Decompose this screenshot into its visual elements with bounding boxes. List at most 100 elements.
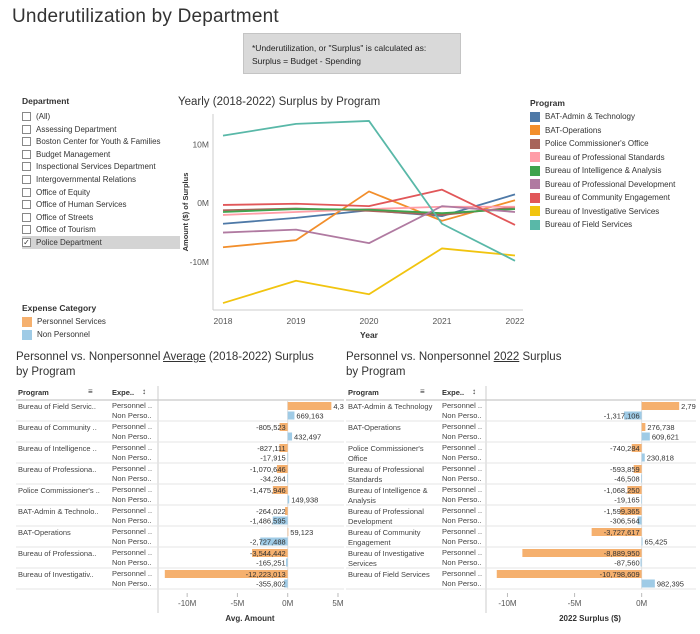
line-chart: 10M 0M -10M 2018 2019 2020 2021 2022 Amount ($) … xyxy=(181,114,525,340)
expense-sub-label: Personnel .. xyxy=(442,506,483,515)
checkbox[interactable] xyxy=(22,149,31,159)
y2022-title-line2: by Program xyxy=(346,366,406,378)
department-filter-item[interactable]: Boston Center for Youth & Families xyxy=(22,135,180,148)
expense-sub-label: Personnel .. xyxy=(442,464,483,473)
department-filter-item[interactable]: Assessing Department xyxy=(22,123,180,136)
checkbox[interactable] xyxy=(22,124,31,134)
department-filter-item[interactable]: Office of Equity xyxy=(22,186,180,199)
personnel-bar xyxy=(633,465,642,473)
program-legend-item[interactable]: Bureau of Professional Development xyxy=(530,178,675,191)
expense-sub-label: Personnel .. xyxy=(112,401,153,410)
department-filter-item[interactable]: Budget Management xyxy=(22,148,180,161)
expense-sub-label: Non Perso.. xyxy=(442,536,482,546)
expense-sub-label: Personnel .. xyxy=(112,548,153,557)
personnel-bar xyxy=(279,423,288,431)
personnel-value-label: 2,795,104 xyxy=(681,402,696,411)
program-legend-item[interactable]: BAT-Admin & Technology xyxy=(530,110,635,123)
legend-swatch xyxy=(22,329,32,340)
program-legend-label: Bureau of Investigative Services xyxy=(545,206,660,216)
program-legend-item[interactable]: BAT-Operations xyxy=(530,124,601,137)
checkbox[interactable] xyxy=(22,212,31,222)
nonpersonnel-value-label: 230,818 xyxy=(647,454,674,463)
nonpersonnel-value-label: -306,564 xyxy=(610,517,640,526)
department-filter-item[interactable]: Office of Streets xyxy=(22,211,180,224)
program-label: Bureau of Professiona.. xyxy=(18,465,97,474)
avg-title-line2: by Program xyxy=(16,366,76,378)
expense-sub-label: Personnel .. xyxy=(112,527,153,536)
personnel-bar xyxy=(496,570,642,578)
department-filter-item[interactable]: Office of Human Services xyxy=(22,198,180,211)
personnel-value-label: -8,889,950 xyxy=(604,549,640,558)
program-legend-item[interactable]: Bureau of Community Engagement xyxy=(530,191,670,204)
expense-sub-label: Personnel .. xyxy=(442,527,483,536)
sort-icon[interactable]: ≡ xyxy=(420,387,425,396)
nonpersonnel-value-label: 609,621 xyxy=(652,433,679,442)
program-label: Bureau of Field Services xyxy=(348,570,430,579)
expense-sub-label: Personnel .. xyxy=(112,443,153,452)
program-legend-item[interactable]: Police Commissioner's Office xyxy=(530,137,649,150)
nonpersonnel-value-label: -87,560 xyxy=(614,559,639,568)
checkbox[interactable] xyxy=(22,137,31,147)
y2022-title-post: Surplus xyxy=(519,351,562,363)
program-legend-label: Bureau of Community Engagement xyxy=(545,193,670,202)
program-legend-label: BAT-Admin & Technology xyxy=(545,112,635,121)
checkbox[interactable]: ✓ xyxy=(22,238,31,247)
sort-az-icon[interactable]: ↕ xyxy=(472,387,476,396)
department-filter-item[interactable]: Intergovernmental Relations xyxy=(22,173,180,186)
expense-sub-label: Non Perso.. xyxy=(112,515,152,525)
personnel-value-label: -1,068,250 xyxy=(604,486,640,495)
checkbox[interactable] xyxy=(22,200,31,210)
checkbox[interactable] xyxy=(22,112,31,121)
personnel-bar xyxy=(522,549,642,557)
checkbox[interactable] xyxy=(22,162,31,172)
program-legend-item[interactable]: Bureau of Field Services xyxy=(530,218,632,231)
column-header-program[interactable]: Program xyxy=(348,388,379,397)
legend-swatch xyxy=(530,111,540,122)
personnel-bar xyxy=(164,570,288,578)
personnel-value-label: -264,022 xyxy=(256,507,286,516)
bar-chart: 4,342,652669,163-805,523432,497-827,111-… xyxy=(16,386,344,623)
expense-sub-label: Personnel .. xyxy=(112,506,153,515)
department-filter-item[interactable]: ✓ Police Department xyxy=(22,236,180,249)
x-tick-label: -10M xyxy=(498,599,517,608)
program-legend-item[interactable]: Bureau of Intelligence & Analysis xyxy=(530,164,662,177)
program-legend-label: BAT-Operations xyxy=(545,125,602,135)
nonpersonnel-value-label: -1,486,595 xyxy=(250,517,286,526)
program-legend-label: Bureau of Professional Development xyxy=(545,179,676,189)
expense-legend-label: Personnel Services xyxy=(37,317,106,326)
column-header-program[interactable]: Program xyxy=(18,388,49,397)
expense-sub-label: Non Perso.. xyxy=(442,452,482,462)
checkbox[interactable] xyxy=(22,187,31,197)
program-label: Bureau of Community Engagement xyxy=(348,528,421,547)
column-header-expense[interactable]: Expe.. xyxy=(112,388,135,397)
x-axis-title: 2022 Surplus ($) xyxy=(559,614,621,623)
personnel-bar xyxy=(252,549,288,557)
nonpersonnel-bar xyxy=(272,516,288,525)
personnel-bar xyxy=(627,486,642,494)
note-line-2: Surplus = Budget - Spending xyxy=(252,56,361,66)
nonpersonnel-bar xyxy=(641,579,655,588)
expense-sub-label: Personnel .. xyxy=(112,485,153,494)
nonpersonnel-bar xyxy=(637,516,642,525)
column-header-expense[interactable]: Expe.. xyxy=(442,388,465,397)
personnel-bar xyxy=(591,528,642,536)
x-tick-label: 5M xyxy=(332,599,343,608)
program-legend-item[interactable]: Bureau of Investigative Services xyxy=(530,205,659,218)
sort-az-icon[interactable]: ↕ xyxy=(142,387,146,396)
department-filter-item[interactable]: Inspectional Services Department xyxy=(22,160,180,173)
checkbox[interactable] xyxy=(22,175,31,184)
checkbox[interactable] xyxy=(22,225,31,235)
expense-legend-item[interactable]: Personnel Services xyxy=(22,315,106,328)
nonpersonnel-bar xyxy=(287,474,288,483)
sort-icon[interactable]: ≡ xyxy=(88,387,93,396)
program-legend-item[interactable]: Bureau of Professional Standards xyxy=(530,151,665,164)
personnel-value-label: 59,123 xyxy=(290,528,313,537)
expense-legend-item[interactable]: Non Personnel xyxy=(22,328,90,341)
nonpersonnel-value-label: 432,497 xyxy=(294,433,321,442)
nonpersonnel-value-label: -2,727,488 xyxy=(250,538,286,547)
nonpersonnel-bar xyxy=(260,537,288,546)
department-filter-item[interactable]: Office of Tourism xyxy=(22,223,180,236)
expense-sub-label: Non Perso.. xyxy=(112,473,152,483)
department-filter-item[interactable]: (All) xyxy=(22,110,180,123)
note-line-1: *Underutilization, or "Surplus" is calcu… xyxy=(252,43,427,53)
